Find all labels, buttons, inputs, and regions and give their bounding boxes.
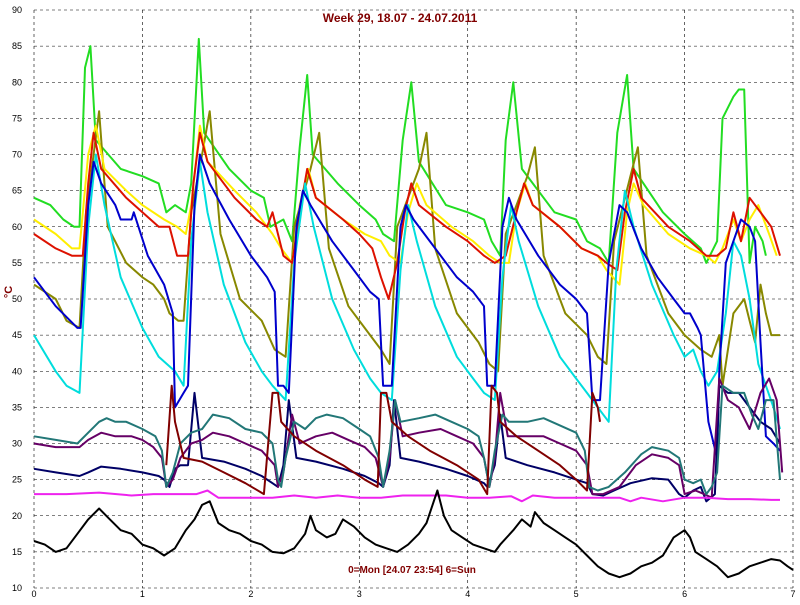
chart-title: Week 29, 18.07 - 24.07.2011: [323, 11, 478, 25]
x-tick-label: 1: [140, 589, 145, 599]
x-tick-label: 2: [248, 589, 253, 599]
series-line-1: [33, 37, 767, 264]
series-line-5: [33, 153, 781, 430]
y-tick-label: 70: [12, 150, 22, 160]
series-line-2: [33, 110, 780, 387]
y-tick-label: 60: [12, 222, 22, 232]
y-tick-label: 35: [12, 402, 22, 412]
y-axis-label: °C: [3, 286, 15, 298]
x-tick-label: 5: [574, 589, 579, 599]
y-tick-label: 75: [12, 113, 22, 123]
x-tick-label: 4: [465, 589, 470, 599]
y-tick-label: 10: [12, 583, 22, 593]
y-tick-label: 15: [12, 547, 22, 557]
y-tick-label: 25: [12, 475, 22, 485]
series-line-6: [33, 153, 781, 459]
y-tick-label: 65: [12, 186, 22, 196]
y-tick-label: 20: [12, 511, 22, 521]
series-line-8: [33, 377, 784, 499]
y-tick-label: 45: [12, 330, 22, 340]
y-tick-label: 30: [12, 439, 22, 449]
series-line-3: [33, 124, 778, 286]
x-tick-label: 3: [357, 589, 362, 599]
x-tick-label: 6: [682, 589, 687, 599]
series-line-4: [33, 131, 781, 300]
y-tick-label: 55: [12, 258, 22, 268]
series-group: [33, 37, 794, 579]
y-tick-label: 90: [12, 5, 22, 15]
x-tick-label: 7: [790, 589, 795, 599]
series-line-9: [33, 384, 781, 496]
y-tick-label: 80: [12, 77, 22, 87]
y-tick-label: 85: [12, 41, 22, 51]
y-tick-label: 40: [12, 366, 22, 376]
y-tick-label: 50: [12, 294, 22, 304]
series-line-11: [34, 489, 780, 503]
x-tick-label: 0: [31, 589, 36, 599]
series-line-10: [165, 384, 601, 496]
series-line-12: [33, 489, 794, 579]
x-axis-label: 0=Mon [24.07 23:54] 6=Sun: [348, 565, 476, 576]
